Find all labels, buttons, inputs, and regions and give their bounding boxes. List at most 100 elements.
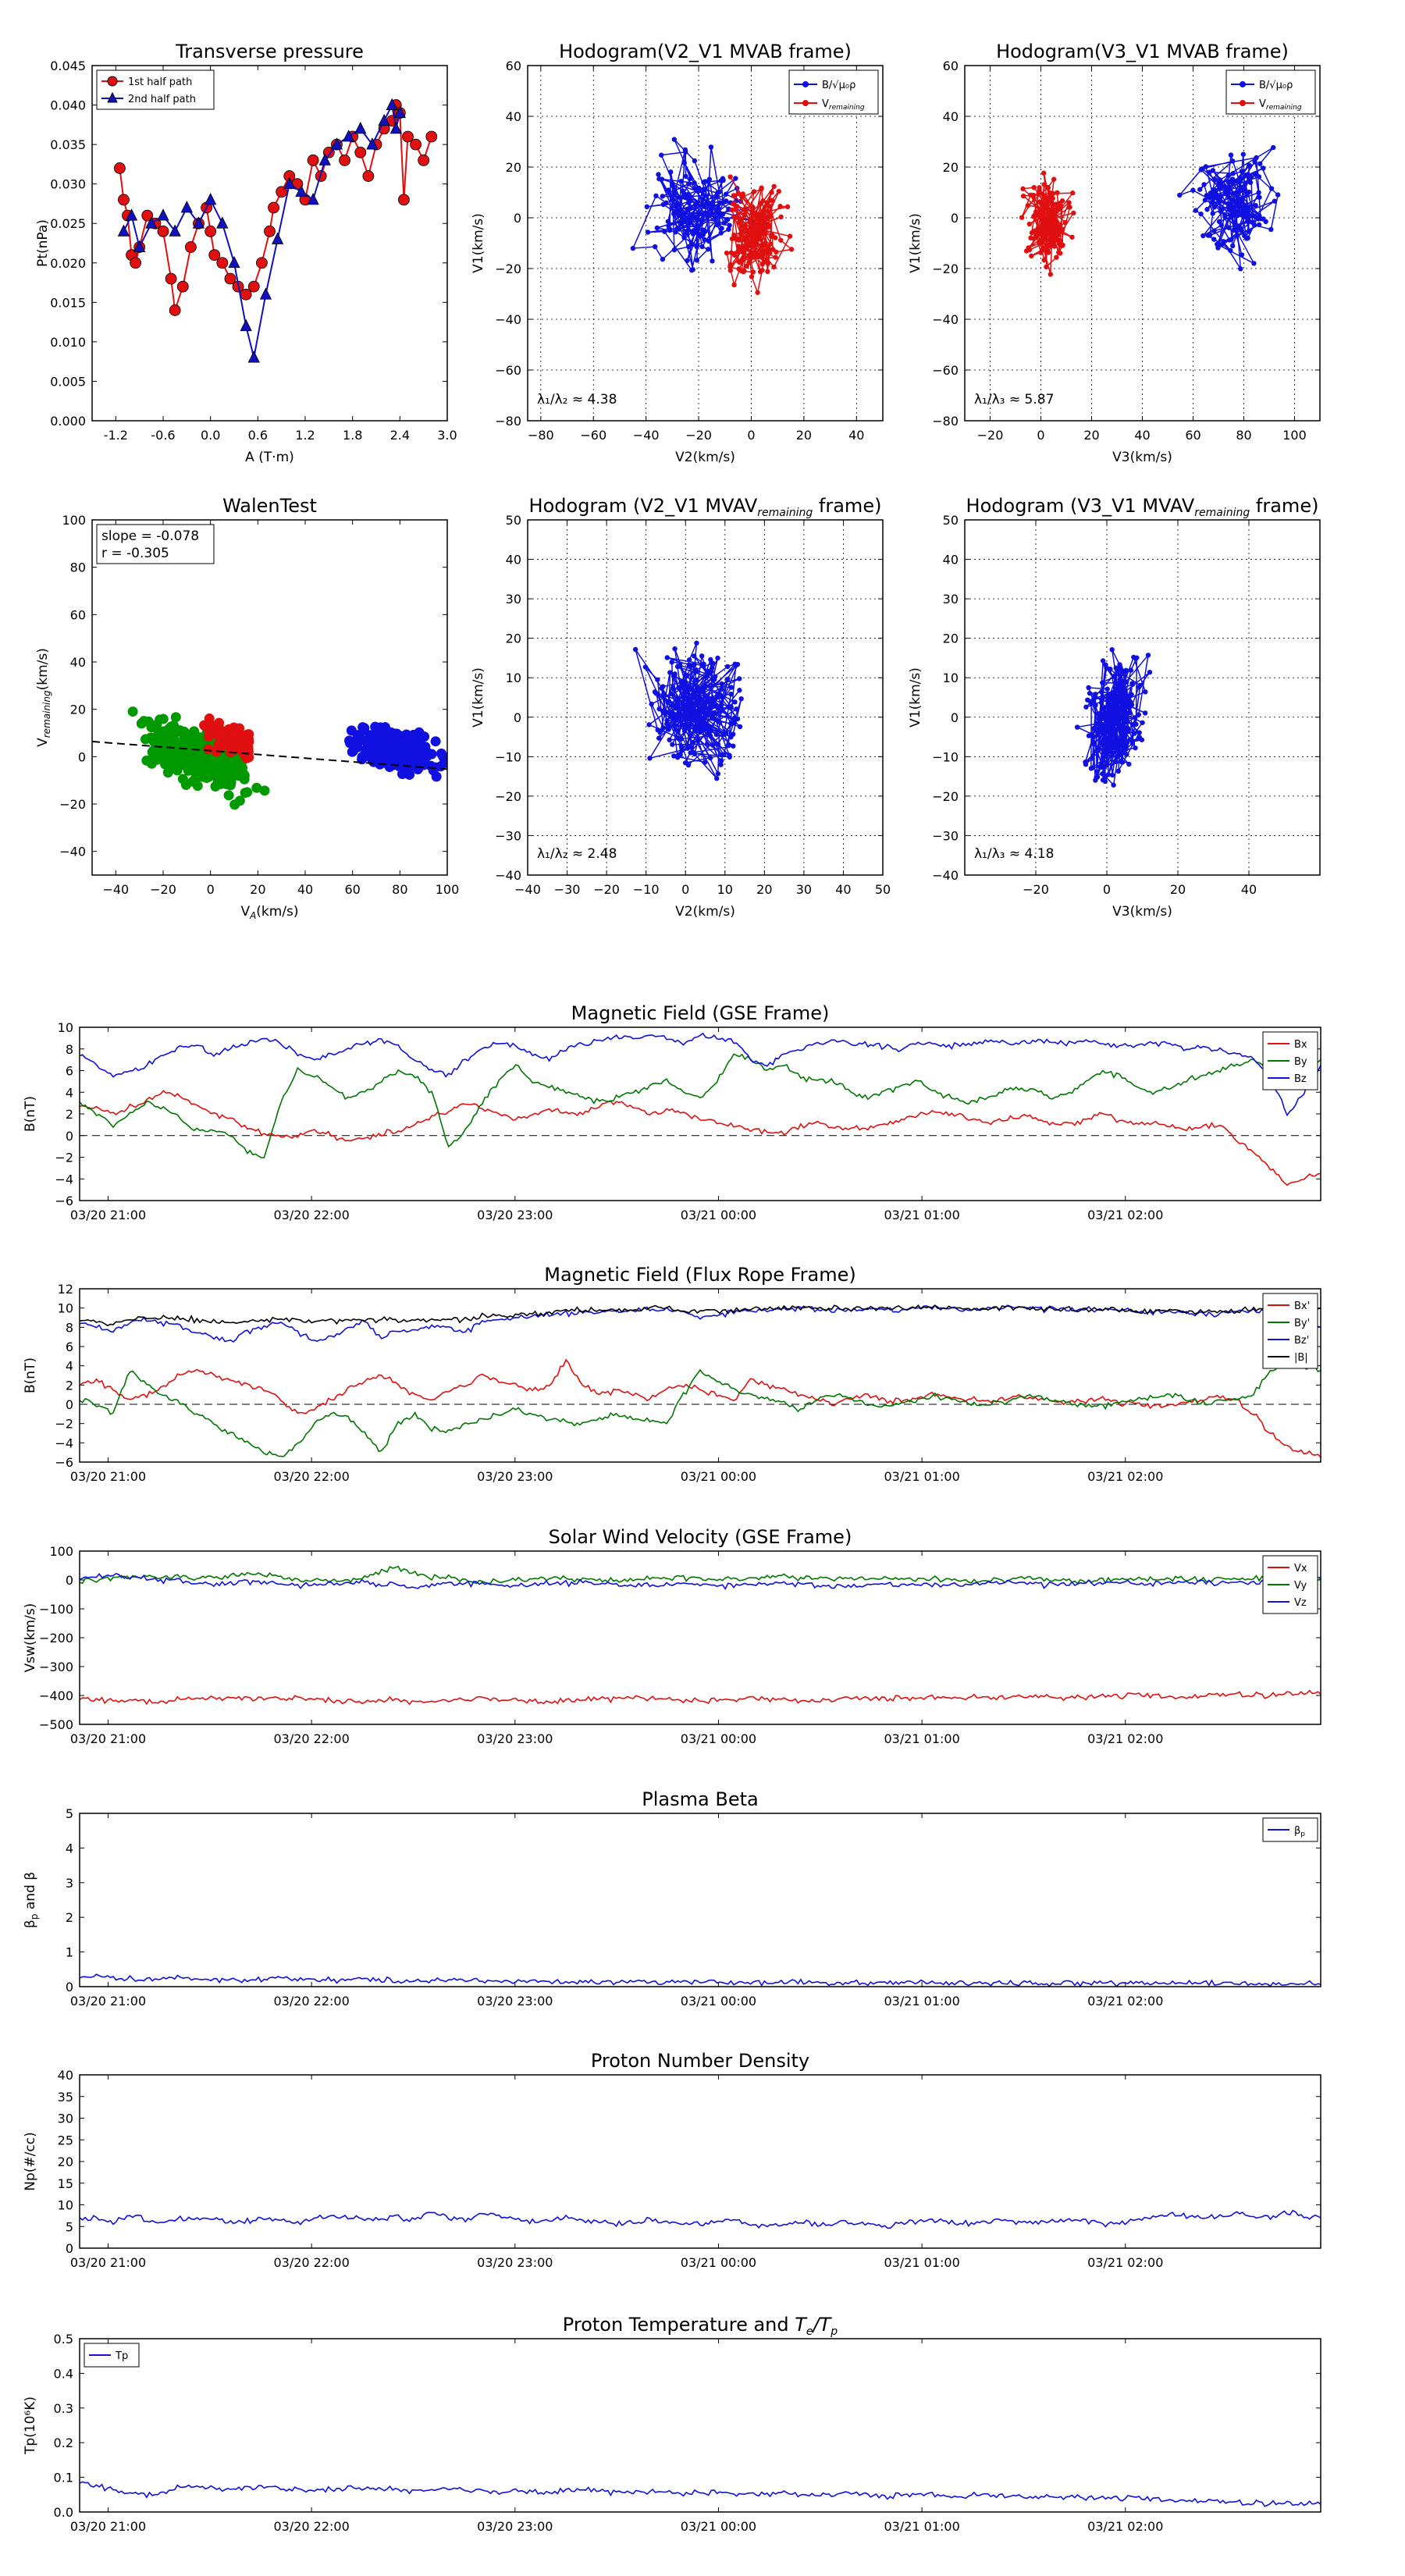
data-point [767, 222, 772, 228]
data-point [1226, 184, 1232, 190]
data-point [774, 249, 779, 255]
data-point [1134, 655, 1140, 660]
data-point [1117, 664, 1123, 670]
data-point [1093, 777, 1098, 783]
data-point [1105, 695, 1112, 700]
data-point [734, 706, 739, 712]
data-point [1136, 730, 1142, 735]
legend: Vx Vy Vz [1262, 1555, 1318, 1614]
annotation: λ₁/λ₂ ≈ 2.48 [537, 846, 617, 862]
data-point [1214, 192, 1219, 197]
data-point [710, 742, 716, 748]
data-point [1263, 219, 1268, 225]
legend-marker [1240, 100, 1246, 106]
data-point [1245, 235, 1250, 241]
data-point [216, 216, 229, 229]
chart-np: Proton Number Density Np(#/cc) 0 5 10 15 20 25 3… [23, 2050, 1321, 2270]
y-tick-label: 30 [58, 2112, 73, 2126]
chart-title-rest: frame) [813, 495, 881, 517]
data-point [721, 220, 727, 226]
data-point [742, 243, 749, 249]
data-point [670, 197, 676, 204]
chart-walen: WalenTest VA(km/s) Vremaining(km/s) −40 −20 0… [35, 495, 459, 921]
data-point [703, 693, 709, 699]
data-point [1211, 205, 1217, 210]
data-point [1226, 225, 1232, 230]
data-point [761, 212, 767, 217]
data-point [701, 204, 707, 209]
data-point [690, 749, 696, 756]
legend-label: B/√μ₀ρ [822, 80, 855, 91]
data-point [708, 144, 714, 150]
legend-label: Vz [1294, 1597, 1307, 1609]
chart-title: Hodogram(V3_V1 MVAB frame) [996, 41, 1289, 62]
data-point [740, 191, 745, 197]
series-line-1 [80, 1053, 1321, 1158]
series-line-1 [1177, 147, 1279, 269]
data-point [703, 713, 709, 718]
data-point [1133, 745, 1138, 751]
data-point [695, 697, 701, 703]
data-point [1026, 247, 1033, 253]
data-point [688, 733, 693, 738]
data-point [756, 223, 761, 229]
data-point [731, 282, 737, 288]
data-point [699, 697, 706, 703]
data-point [742, 212, 747, 218]
x-tick-label: −20 [977, 428, 1004, 443]
data-point [715, 770, 721, 777]
data-point [1111, 782, 1116, 788]
data-point [752, 254, 757, 260]
y-tick-label: 0 [514, 211, 521, 226]
data-point [1051, 210, 1056, 215]
data-point [769, 190, 774, 195]
y-tick-label: 60 [506, 59, 521, 73]
data-point [764, 200, 770, 206]
y-tick-label: 0.000 [50, 414, 86, 429]
data-point [727, 705, 732, 710]
data-point [220, 770, 231, 781]
data-point [214, 738, 225, 749]
series-line-2 [80, 1304, 1321, 1343]
data-point [759, 185, 764, 190]
x-tick-label: 03/20 23:00 [477, 2255, 553, 2270]
data-point [397, 194, 410, 206]
data-point [1056, 250, 1062, 255]
data-point [751, 189, 757, 194]
plot-area [632, 640, 744, 781]
data-point [1041, 182, 1047, 187]
y-tick-label: 0.035 [50, 137, 86, 152]
plot-area [80, 1973, 1321, 1987]
data-point [1210, 168, 1216, 173]
legend: Bx By Bz [1262, 1031, 1318, 1091]
data-point [1215, 241, 1220, 247]
data-point [1098, 699, 1104, 706]
data-point [755, 290, 760, 295]
data-point [737, 259, 742, 265]
data-point [686, 222, 692, 228]
data-point [1037, 199, 1043, 205]
data-point [714, 776, 720, 781]
data-point [1123, 746, 1129, 752]
plot-frame [964, 65, 1321, 422]
data-point [1059, 243, 1065, 248]
y-tick-label: −20 [495, 262, 521, 276]
data-point [1083, 704, 1089, 710]
data-point [1046, 226, 1051, 232]
legend: 1st half path 2nd half path [96, 69, 215, 110]
data-point [1041, 232, 1047, 237]
y-tick-label: 0 [951, 211, 959, 226]
data-point [1235, 190, 1240, 195]
data-point [1119, 760, 1126, 765]
data-point [255, 257, 268, 269]
annotation: λ₁/λ₃ ≈ 5.87 [974, 392, 1054, 407]
legend-label: By [1294, 1056, 1307, 1068]
data-point [662, 229, 667, 234]
x-tick-label: 03/21 00:00 [681, 1469, 756, 1484]
y-tick-label: 20 [506, 632, 521, 646]
y-tick-label: 2 [66, 1910, 73, 1925]
data-point [725, 676, 731, 682]
data-point [360, 748, 371, 759]
x-tick-label: 40 [1134, 428, 1150, 443]
data-point [1026, 221, 1033, 227]
